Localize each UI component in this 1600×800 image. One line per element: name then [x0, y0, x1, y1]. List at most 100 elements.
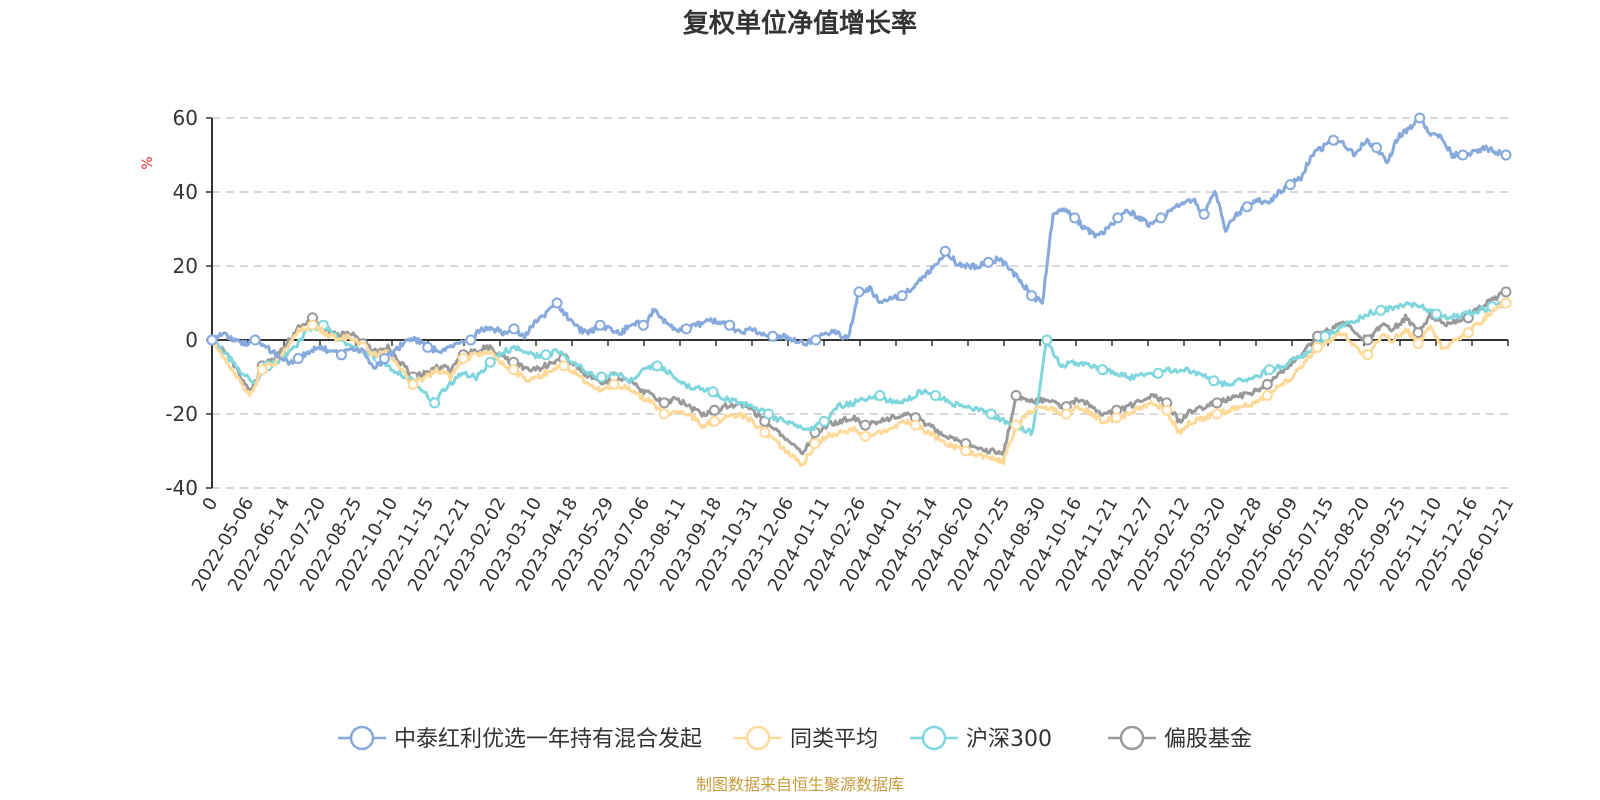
series-marker: [1010, 390, 1022, 401]
series-group: [206, 112, 1512, 370]
series-marker: [1155, 212, 1167, 224]
series-lines: [206, 112, 1512, 468]
series-marker: [810, 334, 822, 346]
series-marker: [307, 319, 319, 331]
chart-title: 复权单位净值增长率: [683, 8, 917, 39]
series-marker: [508, 364, 520, 376]
series-marker: [484, 356, 496, 368]
series-marker: [874, 390, 886, 401]
series-marker: [379, 353, 391, 364]
series-marker: [1161, 404, 1173, 416]
series-marker: [1026, 290, 1038, 302]
series-marker: [859, 430, 871, 442]
series-marker: [1261, 378, 1273, 390]
data-source-note: 制图数据来自恒生聚源数据库: [696, 775, 904, 794]
series-marker: [985, 408, 997, 420]
series-marker: [637, 319, 649, 331]
series-marker: [1041, 334, 1053, 346]
series-marker: [1263, 364, 1275, 376]
series-marker: [651, 360, 663, 372]
series-marker: [540, 349, 552, 361]
series-marker: [465, 334, 477, 346]
y-tick-label: 40: [173, 180, 198, 204]
legend-label: 同类平均: [790, 727, 878, 752]
legend-label: 沪深300: [966, 727, 1052, 752]
series-marker: [658, 408, 670, 420]
series-marker: [759, 427, 771, 438]
legend-item[interactable]: 沪深300: [910, 725, 1052, 752]
legend: 中泰红利优选一年持有混合发起 同类平均 沪深300 偏股基金: [338, 725, 1252, 752]
legend-swatch-marker: [745, 725, 771, 751]
series-marker: [982, 256, 994, 268]
series-marker: [1111, 412, 1123, 424]
series-marker: [1096, 364, 1108, 376]
y-axis-label: %: [140, 156, 156, 169]
y-tick-label: 0: [185, 328, 198, 352]
series-marker: [1112, 212, 1124, 224]
series-marker: [1462, 327, 1474, 339]
series-end-marker: [1500, 297, 1512, 309]
series-marker: [1362, 349, 1374, 361]
series-marker: [859, 419, 871, 431]
series-marker: [1152, 367, 1164, 379]
series-marker: [256, 364, 268, 376]
series-marker: [910, 419, 922, 431]
series-marker: [1261, 390, 1273, 401]
series-marker: [1457, 149, 1469, 161]
series-marker: [1211, 397, 1223, 409]
series-marker: [608, 378, 620, 390]
series-marker: [809, 438, 821, 450]
series-marker: [939, 245, 951, 257]
series-marker: [1284, 179, 1296, 191]
series-marker: [1208, 375, 1220, 387]
series-marker: [1327, 134, 1339, 146]
series-marker: [707, 386, 719, 398]
legend-item[interactable]: 偏股基金: [1108, 725, 1252, 752]
series-marker: [1414, 112, 1426, 124]
legend-item[interactable]: 中泰红利优选一年持有混合发起: [338, 725, 702, 752]
series-marker: [1211, 408, 1223, 420]
series-marker: [1412, 338, 1424, 350]
series-marker: [596, 371, 608, 383]
legend-swatch-marker: [1119, 725, 1145, 751]
series-marker: [422, 341, 434, 353]
series-marker: [249, 334, 261, 346]
series-marker: [508, 323, 520, 335]
series-marker: [1412, 327, 1424, 339]
series-marker: [1069, 212, 1081, 224]
series-marker: [457, 353, 469, 364]
series-marker: [551, 297, 563, 309]
series-group: [206, 297, 1512, 468]
y-tick-label: -20: [165, 402, 198, 426]
series-marker: [206, 334, 218, 346]
series-marker: [1060, 408, 1072, 420]
series-marker: [709, 404, 721, 416]
series-line: [210, 301, 1508, 468]
series-line: [210, 116, 1508, 370]
series-marker: [558, 360, 570, 372]
series-marker: [594, 319, 606, 331]
series-marker: [853, 286, 865, 298]
series-marker: [1375, 304, 1387, 316]
series-marker: [1198, 208, 1210, 220]
series-marker: [767, 330, 779, 342]
series-marker: [1010, 419, 1022, 431]
series-marker: [709, 415, 721, 427]
series-marker: [763, 408, 775, 420]
y-tick-label: 60: [173, 106, 198, 130]
series-marker: [335, 349, 347, 361]
series-marker: [429, 397, 441, 409]
series-marker: [960, 445, 972, 457]
series-marker: [1371, 142, 1383, 154]
series-end-marker: [1500, 286, 1512, 298]
series-end-marker: [1500, 149, 1512, 161]
series-marker: [1312, 341, 1324, 353]
series-marker: [818, 415, 830, 427]
legend-swatch-marker: [349, 725, 375, 751]
series-marker: [407, 378, 419, 390]
series-marker: [1362, 334, 1374, 346]
legend-label: 偏股基金: [1164, 727, 1252, 752]
legend-item[interactable]: 同类平均: [734, 725, 878, 752]
series-line: [210, 301, 1507, 437]
